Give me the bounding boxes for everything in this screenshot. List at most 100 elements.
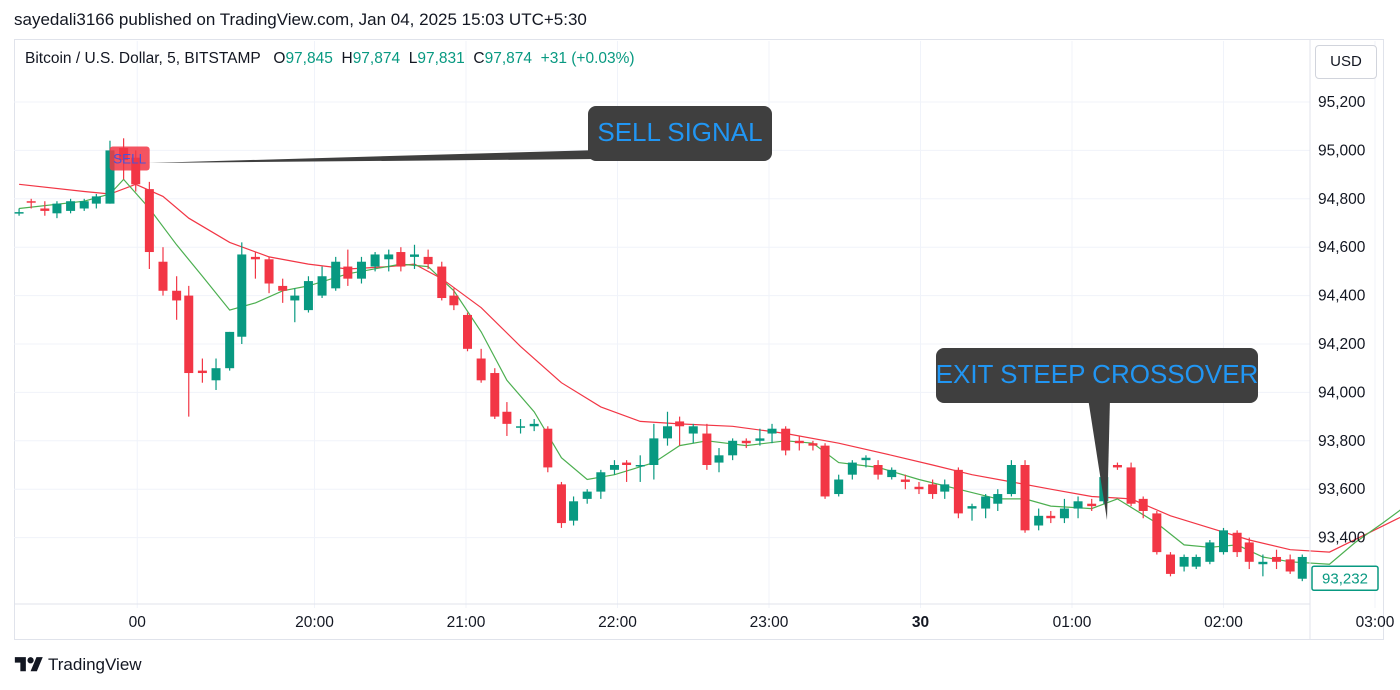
candle xyxy=(635,455,645,482)
candle xyxy=(158,247,168,296)
candle xyxy=(463,312,473,352)
x-tick-label: 00 xyxy=(129,614,147,631)
tradingview-logo-icon xyxy=(14,657,43,672)
candle xyxy=(1219,527,1228,555)
candle xyxy=(184,285,194,417)
candle xyxy=(569,496,579,526)
x-tick-label: 21:00 xyxy=(447,614,486,631)
candle xyxy=(1244,537,1254,570)
legend-o-label: O xyxy=(273,50,286,67)
exit-crossover-pointer xyxy=(1088,398,1110,520)
sell-signal-text: SELL SIGNAL xyxy=(597,117,762,147)
candle xyxy=(1034,508,1044,531)
candle xyxy=(556,481,566,528)
candle xyxy=(237,242,247,344)
candle xyxy=(794,435,804,451)
y-tick-label: 94,600 xyxy=(1318,239,1366,256)
candle xyxy=(781,426,791,456)
candle xyxy=(476,348,486,383)
y-tick-label: 94,200 xyxy=(1318,336,1366,353)
candle xyxy=(675,416,685,446)
currency-button[interactable]: USD xyxy=(1315,45,1377,79)
legend-h-label: H xyxy=(341,50,353,67)
candle xyxy=(1112,462,1122,470)
last-price-value: 93,232 xyxy=(1322,570,1368,587)
candle xyxy=(967,503,977,521)
candle xyxy=(873,460,883,480)
candle xyxy=(993,489,1003,511)
candle xyxy=(1006,460,1016,497)
candle xyxy=(861,455,871,468)
candle xyxy=(356,256,366,284)
exit-crossover-text: EXIT STEEP CROSSOVER xyxy=(936,359,1259,389)
grid-lines xyxy=(14,41,1376,608)
y-tick-label: 94,800 xyxy=(1318,191,1366,208)
y-tick-label: 93,400 xyxy=(1318,530,1366,547)
candle xyxy=(609,460,619,475)
x-tick-label: 20:00 xyxy=(295,614,334,631)
candle xyxy=(370,252,380,272)
y-tick-label: 94,400 xyxy=(1318,288,1366,305)
sell-signal-callout[interactable]: SELL SIGNAL xyxy=(148,106,772,163)
x-tick-label: 02:00 xyxy=(1204,614,1243,631)
candle xyxy=(755,428,765,446)
footer-brand[interactable]: TradingView xyxy=(14,654,142,676)
candle xyxy=(622,460,632,482)
candle xyxy=(820,443,830,499)
candle xyxy=(66,198,76,214)
candle xyxy=(1138,496,1148,519)
legend-low: 97,831 xyxy=(417,50,465,67)
candle xyxy=(40,201,50,216)
price-axis: 95,200 95,000 94,800 94,600 94,400 94,200 94,0… xyxy=(1309,40,1366,640)
candle xyxy=(741,438,751,449)
legend-open: 97,845 xyxy=(285,50,333,67)
x-tick-label: 22:00 xyxy=(598,614,637,631)
candle xyxy=(423,249,433,269)
candle xyxy=(702,423,712,470)
time-axis: 00 20:00 21:00 22:00 23:00 30 01:00 02:00 03:00 xyxy=(14,603,1395,631)
candle xyxy=(1046,510,1056,524)
candle xyxy=(662,411,672,446)
legend-high: 97,874 xyxy=(352,50,401,67)
candle xyxy=(278,278,288,303)
candle xyxy=(290,288,300,323)
candle xyxy=(449,288,459,311)
sell-signal-box xyxy=(588,106,772,161)
candle xyxy=(26,198,36,209)
candle xyxy=(1179,554,1189,572)
candle xyxy=(502,402,512,436)
legend-l-label: L xyxy=(408,50,418,67)
legend-close: 97,874 xyxy=(484,50,533,67)
candle xyxy=(1073,496,1083,519)
candle xyxy=(1059,498,1069,524)
candle xyxy=(52,201,62,219)
candle xyxy=(79,198,89,211)
candle xyxy=(409,244,419,269)
candle xyxy=(728,438,738,461)
legend-symbol: Bitcoin / U.S. Dollar, 5, BITSTAMP xyxy=(25,50,261,67)
candle xyxy=(1087,498,1097,511)
candle xyxy=(331,256,341,291)
candle xyxy=(1126,462,1136,507)
candle xyxy=(1165,552,1175,577)
exit-crossover-callout[interactable]: EXIT STEEP CROSSOVER xyxy=(936,348,1259,520)
candle xyxy=(649,423,659,480)
candle xyxy=(1020,460,1030,533)
candle xyxy=(264,256,274,294)
candle xyxy=(940,479,950,499)
y-tick-label: 94,000 xyxy=(1318,384,1366,401)
x-tick-label: 01:00 xyxy=(1053,614,1092,631)
candle xyxy=(1191,554,1201,570)
candle xyxy=(1272,549,1282,570)
candle xyxy=(596,469,606,499)
candle xyxy=(225,331,235,371)
y-tick-label: 95,000 xyxy=(1318,142,1366,159)
candle xyxy=(847,460,857,480)
y-tick-label: 93,600 xyxy=(1318,481,1366,498)
candle xyxy=(900,474,910,490)
chart-frame[interactable] xyxy=(14,39,1384,640)
candle xyxy=(1232,530,1242,557)
candle xyxy=(250,252,260,279)
candle xyxy=(14,208,24,216)
